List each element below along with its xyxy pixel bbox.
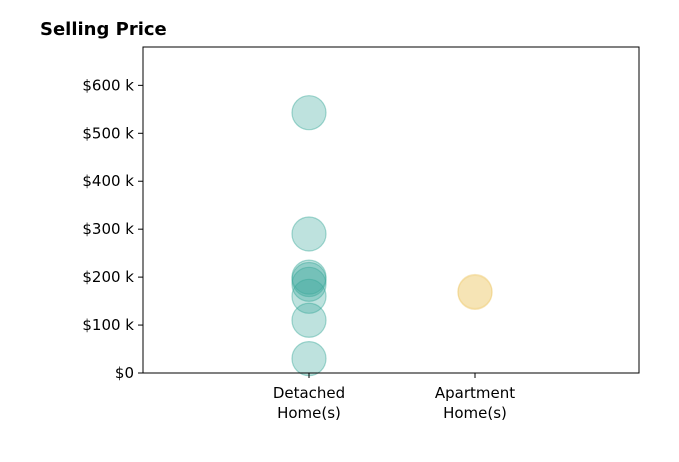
y-axis: $0 $100 k $200 k $300 k $400 k $500 k $600 k bbox=[82, 76, 143, 382]
data-point bbox=[291, 216, 327, 252]
y-tick-label: $200 k bbox=[82, 268, 134, 286]
data-point bbox=[291, 278, 327, 314]
x-tick-label: Apartment Home(s) bbox=[435, 384, 515, 422]
points-layer bbox=[291, 95, 493, 377]
data-point bbox=[291, 302, 327, 338]
y-tick-label: $400 k bbox=[82, 172, 134, 190]
y-tick-label: $0 bbox=[115, 364, 134, 382]
x-tick-label-line: Home(s) bbox=[277, 404, 341, 422]
data-point bbox=[457, 274, 493, 311]
chart-title: Selling Price bbox=[40, 19, 167, 40]
data-point bbox=[457, 273, 493, 310]
plot-frame bbox=[142, 46, 640, 374]
x-tick-label-line: Apartment bbox=[435, 384, 515, 402]
y-tick-label: $100 k bbox=[82, 316, 134, 334]
y-tick-label: $300 k bbox=[82, 220, 134, 238]
x-tick-label: Detached Home(s) bbox=[273, 384, 345, 422]
x-axis: Detached Home(s) Apartment Home(s) bbox=[273, 373, 515, 422]
x-tick-label-line: Detached bbox=[273, 384, 345, 402]
data-point bbox=[291, 266, 327, 302]
x-tick-label-line: Home(s) bbox=[443, 404, 507, 422]
data-point bbox=[291, 259, 327, 295]
data-point bbox=[291, 341, 327, 377]
y-tick-label: $600 k bbox=[82, 76, 134, 94]
y-tick-label: $500 k bbox=[82, 124, 134, 142]
data-point bbox=[291, 95, 327, 131]
data-point bbox=[291, 261, 327, 298]
